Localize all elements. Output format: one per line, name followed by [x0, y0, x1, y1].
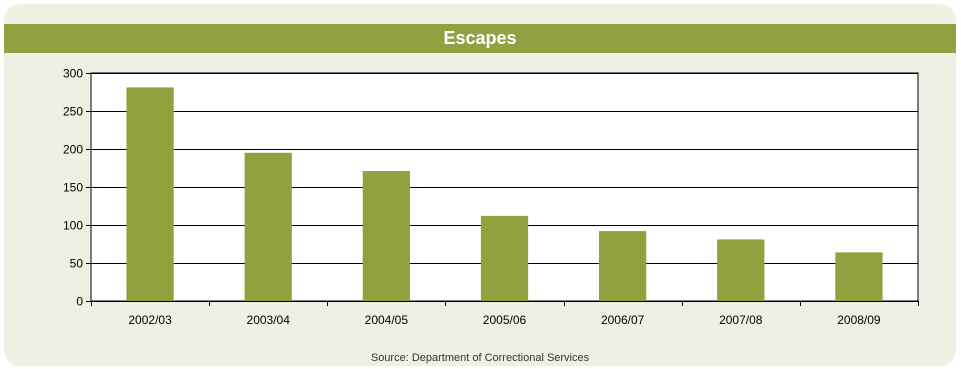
bar [599, 231, 647, 301]
y-tick-label: 50 [70, 257, 84, 271]
y-tick-label: 150 [63, 181, 83, 195]
bar [835, 252, 883, 301]
y-tick-label: 0 [76, 295, 83, 309]
bar [362, 171, 410, 301]
x-tick-label: 2005/06 [483, 313, 527, 327]
bar [717, 239, 765, 301]
chart-title: Escapes [4, 24, 956, 53]
x-tick-label: 2003/04 [247, 313, 291, 327]
bar [480, 215, 529, 301]
x-tick-label: 2006/07 [601, 313, 645, 327]
y-tick-label: 250 [63, 105, 83, 119]
x-tick-label: 2008/09 [837, 313, 881, 327]
x-tick-label: 2002/03 [128, 313, 172, 327]
x-tick-label: 2004/05 [365, 313, 409, 327]
x-tick-label: 2007/08 [719, 313, 763, 327]
y-tick-label: 300 [63, 67, 83, 81]
bar [126, 87, 174, 301]
bar [244, 152, 292, 301]
y-tick-label: 200 [63, 143, 83, 157]
y-tick-label: 100 [63, 219, 83, 233]
chart-source: Source: Department of Correctional Servi… [370, 352, 590, 364]
